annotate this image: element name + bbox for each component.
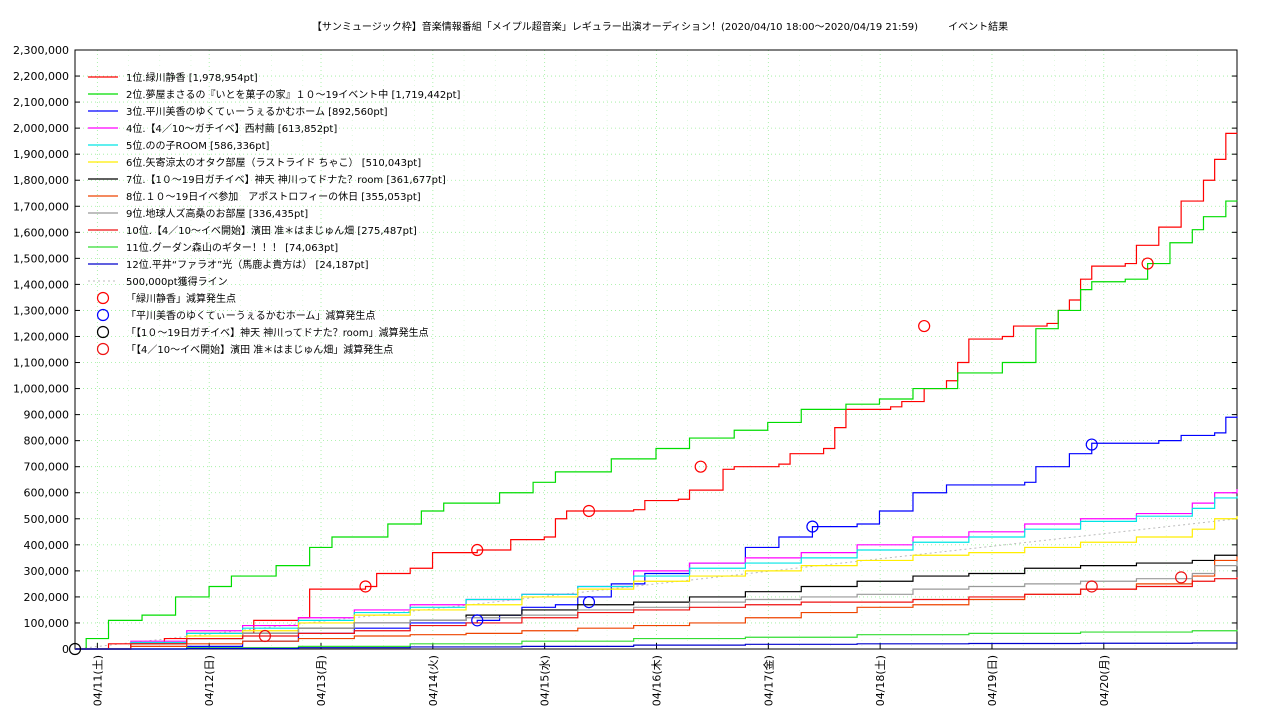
series-layer (74, 132, 1238, 650)
legend-label: 7位.【1０〜19日ガチイベ】神天 神川ってドナた？room [361,677p… (126, 173, 446, 186)
series-line (75, 554, 1238, 650)
x-tick-label: 04/19(日) (986, 655, 999, 706)
legend-label: 10位.【4／10〜イベ開始】濱田 准＊はまじゅん畑 [275,487pt] (126, 224, 417, 237)
marker-point (694, 460, 707, 473)
legend-marker (96, 325, 110, 339)
y-tick-label: 2,300,000 (13, 44, 69, 57)
legend-label: 4位.【4／10〜ガチイベ】西村繭 [613,852pt] (126, 122, 337, 135)
x-tick-label: 04/12(日) (203, 655, 216, 706)
y-tick-label: 2,100,000 (13, 96, 69, 109)
marker-point (471, 614, 484, 627)
legend-label: 1位.緑川静香 [1,978,954pt] (126, 71, 258, 84)
x-tick-label: 04/20(月) (1098, 655, 1111, 706)
legend-label: 6位.矢寄涼太のオタク部屋（ラストライド ちゃこ） [510,043pt] (126, 156, 421, 169)
legend-label: 「平川美香のゆくてぃーうぇるかむホーム」減算発生点 (126, 309, 375, 322)
marker-point (1085, 580, 1098, 593)
y-tick-label: 500,000 (24, 513, 70, 526)
y-tick-label: 600,000 (24, 487, 70, 500)
markers-layer (68, 257, 1188, 656)
marker-point (582, 504, 596, 518)
y-tick-label: 800,000 (24, 435, 70, 448)
y-tick-label: 300,000 (24, 565, 70, 578)
y-tick-label: 1,700,000 (13, 200, 69, 213)
legend-label: 2位.夢屋まさるの『いとを菓子の家』１０〜19イベント中 [1,719,442p… (126, 88, 461, 101)
legend-marker (96, 308, 110, 322)
series-line (75, 132, 1238, 650)
series-line (75, 200, 1238, 650)
x-tick-label: 04/16(木) (650, 655, 663, 706)
legend-label: 12位.平井“ファラオ”光（馬鹿よ貴方は） [24,187pt] (126, 258, 369, 271)
y-tick-label: 200,000 (24, 591, 70, 604)
marker-point (582, 596, 596, 609)
y-tick-label: 1,300,000 (13, 304, 69, 317)
y-tick-label: 100,000 (24, 617, 70, 630)
y-tick-label: 1,400,000 (13, 278, 69, 291)
y-tick-label: 900,000 (24, 409, 70, 422)
marker-point (1175, 571, 1188, 584)
marker-point (258, 629, 272, 643)
legend-label: 3位.平川美香のゆくてぃーうぇるかむホーム [892,560pt] (126, 105, 388, 118)
y-tick-label: 1,900,000 (13, 148, 69, 161)
y-tick-label: 1,100,000 (13, 357, 69, 370)
y-tick-label: 700,000 (24, 461, 70, 474)
x-tick-label: 04/11(土) (91, 655, 104, 706)
series-line (75, 642, 1238, 650)
legend-label: 「【4／10〜イベ開始】濱田 准＊はまじゅん畑」減算発生点 (126, 343, 393, 356)
chart-title: 【サンミュージック枠】音楽情報番組「メイプル超音楽」レギュラー出演オーディション… (312, 20, 1008, 33)
x-tick-label: 04/17(金) (761, 655, 775, 706)
legend-label: 5位.のの子ROOM [586,336pt] (126, 139, 270, 152)
y-tick-label: 1,800,000 (13, 174, 69, 187)
legend-marker (96, 342, 110, 356)
marker-point (68, 642, 82, 656)
legend-label: 8位.１０〜19日イベ参加 アポストロフィーの休日 [355,053pt] (126, 190, 421, 203)
legend-marker (96, 291, 110, 305)
marker-point (918, 319, 931, 333)
legend-label: 9位.地球人ズ高桑のお部屋 [336,435pt] (126, 207, 308, 220)
y-tick-label: 1,600,000 (13, 226, 69, 239)
marker-point (1141, 257, 1154, 270)
legend-label: 11位.グーダン森山のギター！！！ [74,063pt] (126, 241, 338, 254)
y-tick-label: 2,000,000 (13, 122, 69, 135)
y-tick-label: 1,000,000 (13, 383, 69, 396)
marker-point (806, 520, 819, 533)
legend-label: 「【1０〜19日ガチイベ】神天 神川ってドナた？room」減算発生点 (126, 326, 429, 339)
series-line (75, 561, 1238, 650)
marker-point (359, 580, 372, 593)
y-tick-label: 400,000 (24, 539, 70, 552)
legend: 1位.緑川静香 [1,978,954pt] 2位.夢屋まさるの『いとを菓子の家』１… (88, 71, 461, 356)
y-tick-label: 1,200,000 (13, 330, 69, 343)
series-line (75, 629, 1238, 650)
x-tick-label: 04/13(月) (315, 655, 328, 706)
series-line (75, 416, 1238, 650)
marker-point (471, 543, 484, 557)
series-line (75, 577, 1238, 650)
y-tick-label: 1,500,000 (13, 252, 69, 265)
legend-label: 「緑川静香」減算発生点 (126, 292, 236, 305)
x-tick-label: 04/15(水) (539, 655, 552, 706)
marker-point (1085, 438, 1098, 451)
legend-label: 500,000pt獲得ライン (126, 275, 228, 288)
x-tick-label: 04/14(火) (427, 655, 440, 706)
y-tick-label: 0 (62, 643, 69, 656)
axes: 0 100,000 200,000 300,000 400,000 500,000 600,… (13, 44, 1238, 706)
y-tick-label: 2,200,000 (13, 70, 69, 83)
x-tick-label: 04/18(土) (874, 655, 887, 706)
